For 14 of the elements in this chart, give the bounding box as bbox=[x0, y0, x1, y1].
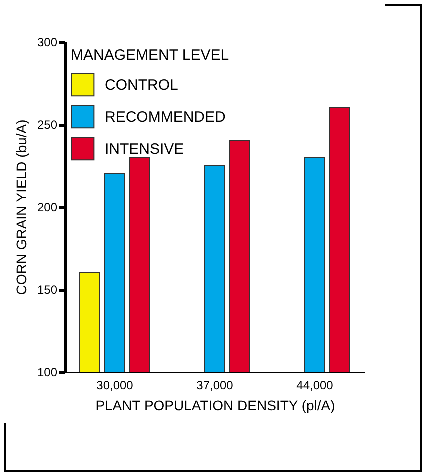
x-tick-label: 37,000 bbox=[196, 378, 234, 392]
x-axis-title: PLANT POPULATION DENSITY (pl/A) bbox=[96, 398, 336, 414]
legend-label: INTENSIVE bbox=[105, 141, 184, 158]
y-tick-label: 300 bbox=[37, 36, 58, 50]
x-tick-label: 44,000 bbox=[296, 378, 334, 392]
y-tick-label: 250 bbox=[37, 118, 58, 132]
legend-title: MANAGEMENT LEVEL bbox=[71, 47, 230, 64]
legend-label: RECOMMENDED bbox=[105, 109, 226, 126]
legend-label: CONTROL bbox=[105, 77, 178, 94]
y-axis-title: CORN GRAIN YIELD (bu/A) bbox=[13, 120, 30, 296]
y-tick-label: 100 bbox=[37, 366, 58, 380]
y-tick-label: 150 bbox=[37, 283, 58, 297]
y-tick-label: 200 bbox=[37, 200, 58, 214]
x-tick-label: 30,000 bbox=[96, 378, 134, 392]
